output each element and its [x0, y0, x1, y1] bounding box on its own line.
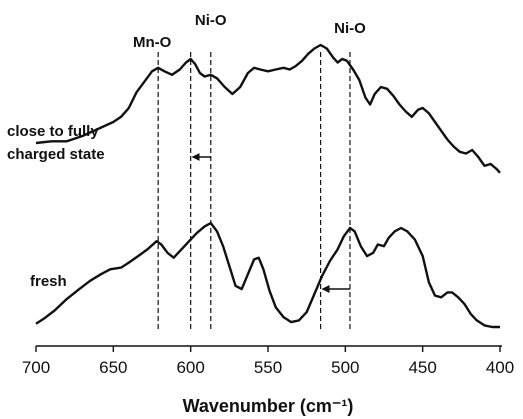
x-tick-label: 600 — [176, 358, 204, 377]
series-lines — [35, 43, 501, 329]
series-label-fresh: fresh — [30, 273, 67, 290]
series-label-charged: close to fully charged state — [7, 123, 105, 163]
reference-label: Ni-O — [334, 20, 366, 37]
reference-lines — [157, 52, 351, 330]
x-tick-label: 450 — [408, 358, 436, 377]
annotations: Mn-O Ni-O Ni-O — [133, 12, 366, 51]
reference-label: Mn-O — [133, 34, 172, 51]
x-tick-label: 400 — [486, 358, 514, 377]
series-labels: close to fully charged state fresh — [7, 123, 105, 290]
x-axis-title: Wavenumber (cm⁻¹) — [183, 396, 354, 416]
x-tick-label: 550 — [254, 358, 282, 377]
x-tick-label: 700 — [22, 358, 50, 377]
reference-label: Ni-O — [195, 12, 227, 29]
x-tick-label: 500 — [331, 358, 359, 377]
x-ticks: 700 650 600 550 500 450 400 — [22, 346, 514, 377]
shift-arrows — [191, 153, 350, 293]
series-line-charged — [35, 43, 501, 174]
series-line-fresh — [35, 221, 500, 329]
x-tick-label: 650 — [99, 358, 127, 377]
